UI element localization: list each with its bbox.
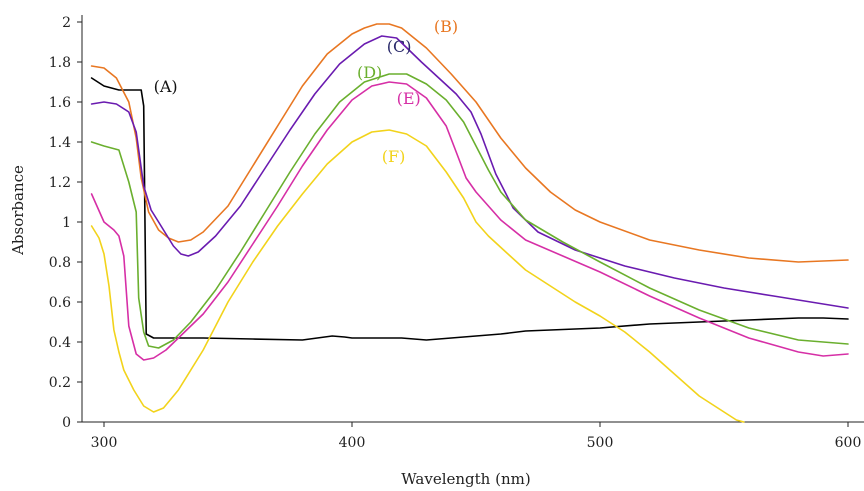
series-label-a: (A)	[154, 77, 178, 96]
series-label-c: (C)	[387, 37, 412, 56]
y-tick-label: 0.6	[49, 295, 71, 311]
series-label-b: (B)	[434, 17, 458, 36]
y-tick-label: 1.2	[49, 175, 71, 191]
y-tick-label: 0.8	[49, 255, 71, 271]
series-label-e: (E)	[397, 89, 421, 108]
ticks: 300 400 500 600 0 0.2 0.4 0.6 0.8 1 1.2 1.4 1.6 1.8 2	[49, 15, 862, 451]
x-axis-label: Wavelength (nm)	[401, 470, 530, 488]
series-line-e	[90, 81, 849, 361]
y-axis-label: Absorbance	[9, 165, 27, 256]
x-tick-label: 500	[587, 435, 614, 451]
series-group	[90, 23, 849, 423]
y-tick-label: 1	[62, 215, 71, 231]
y-tick-label: 0	[62, 415, 71, 431]
axes	[81, 15, 864, 423]
series-label-d: (D)	[357, 63, 382, 82]
series-labels: (A) (B) (C) (D) (E) (F)	[154, 17, 458, 166]
y-tick-label: 0.4	[49, 335, 71, 351]
y-tick-label: 2	[62, 15, 71, 31]
x-tick-label: 300	[91, 435, 118, 451]
series-line-a	[90, 77, 849, 341]
y-tick-label: 1.6	[49, 95, 71, 111]
y-tick-label: 0.2	[49, 375, 71, 391]
series-line-b	[90, 23, 849, 263]
x-tick-label: 400	[339, 435, 366, 451]
series-line-c	[90, 35, 849, 309]
y-tick-label: 1.8	[49, 55, 71, 71]
series-label-f: (F)	[382, 147, 406, 166]
y-tick-label: 1.4	[49, 135, 71, 151]
series-line-f	[90, 129, 745, 423]
x-tick-label: 600	[835, 435, 862, 451]
series-line-d	[90, 73, 849, 349]
